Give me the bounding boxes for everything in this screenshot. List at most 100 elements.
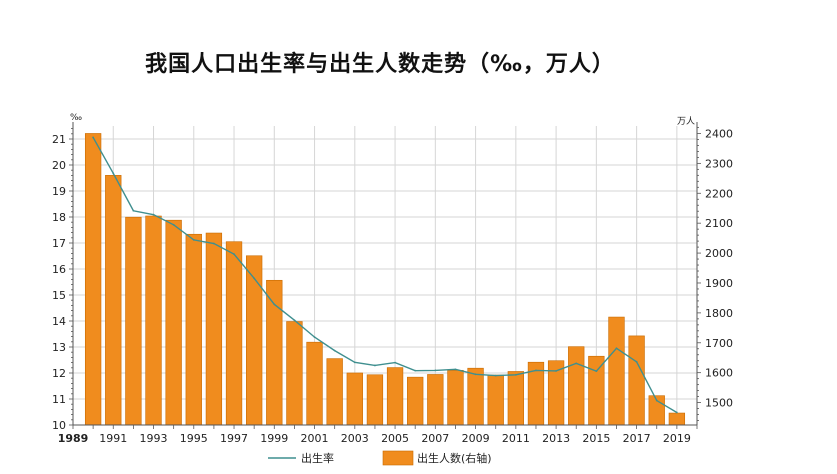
point-birth-rate-1990 — [92, 136, 95, 139]
left-axis-unit: ‰ — [70, 113, 82, 123]
bar-births-2009 — [467, 367, 484, 426]
x-tick-label: 1993 — [140, 432, 168, 445]
point-birth-rate-2007 — [434, 369, 437, 372]
point-birth-rate-1993 — [152, 213, 155, 216]
left-tick-label: 16 — [52, 263, 66, 276]
bar-births-2005 — [386, 367, 404, 426]
bar-births-2007 — [427, 374, 444, 426]
left-tick-label: 10 — [52, 419, 66, 432]
left-tick-label: 17 — [52, 237, 66, 250]
point-birth-rate-2002 — [333, 349, 336, 352]
bar-births-1996 — [205, 232, 223, 426]
point-birth-rate-2019 — [675, 411, 678, 414]
left-tick-label: 13 — [52, 341, 66, 354]
right-tick-label: 2100 — [705, 217, 733, 230]
x-tick-label: 2019 — [663, 432, 691, 445]
point-birth-rate-2013 — [555, 370, 557, 372]
point-birth-rate-2014 — [575, 362, 578, 365]
left-tick-label: 14 — [52, 315, 66, 328]
legend-label-births: 出生人数(右轴) — [417, 451, 492, 465]
point-birth-rate-1997 — [233, 253, 235, 256]
x-tick-label: 1999 — [260, 432, 288, 445]
legend-label-birth-rate: 出生率 — [301, 451, 334, 465]
point-birth-rate-2005 — [394, 361, 396, 364]
point-birth-rate-1991 — [112, 172, 115, 175]
left-tick-label: 21 — [52, 133, 66, 146]
point-birth-rate-1998 — [253, 277, 256, 280]
right-tick-label: 2000 — [705, 247, 733, 260]
bar-births-2017 — [628, 335, 645, 426]
x-tick-label: 1989 — [58, 432, 89, 445]
point-birth-rate-2012 — [535, 369, 537, 372]
right-tick-label: 2300 — [705, 157, 733, 170]
bar-births-1998 — [246, 255, 263, 426]
bar-births-1994 — [165, 219, 182, 426]
line-layer — [92, 136, 678, 414]
x-tick-label: 2007 — [421, 432, 449, 445]
x-tick-label: 1995 — [180, 432, 208, 445]
bar-births-2008 — [447, 369, 464, 426]
bar-births-1995 — [185, 233, 202, 426]
point-birth-rate-1994 — [172, 223, 175, 226]
point-birth-rate-2009 — [474, 373, 477, 376]
point-birth-rate-2015 — [595, 370, 598, 373]
bar-births-2000 — [286, 321, 303, 426]
right-tick-label: 1800 — [705, 307, 733, 320]
bar-births-1999 — [266, 279, 283, 426]
left-tick-label: 15 — [52, 289, 66, 302]
x-tick-label: 2001 — [301, 432, 329, 445]
bar-births-2010 — [487, 374, 504, 426]
x-tick-label: 2011 — [502, 432, 530, 445]
right-tick-label: 2200 — [705, 187, 733, 200]
point-birth-rate-1996 — [213, 242, 215, 245]
bar-births-1997 — [225, 241, 243, 426]
left-tick-label: 12 — [52, 367, 66, 380]
bar-births-2004 — [366, 374, 384, 426]
x-tick-label: 1991 — [99, 432, 127, 445]
bar-births-2006 — [407, 376, 424, 426]
x-tick-label: 2009 — [462, 432, 490, 445]
right-axis-unit: 万人 — [677, 116, 695, 127]
right-tick-label: 1500 — [705, 397, 733, 410]
point-birth-rate-2004 — [374, 364, 376, 367]
left-tick-label: 11 — [52, 393, 66, 406]
x-tick-label: 2005 — [381, 432, 409, 445]
point-birth-rate-1992 — [132, 209, 135, 212]
point-birth-rate-2017 — [635, 360, 638, 363]
bar-births-1990 — [84, 133, 102, 426]
point-birth-rate-2018 — [655, 399, 658, 402]
bar-births-2003 — [346, 372, 363, 426]
right-tick-label: 1600 — [705, 367, 733, 380]
x-tick-label: 1997 — [220, 432, 248, 445]
right-tick-label: 1900 — [705, 277, 733, 290]
legend-layer: 出生率 出生人数(右轴) — [268, 450, 492, 466]
left-tick-label: 20 — [52, 159, 66, 172]
x-tick-label: 2013 — [542, 432, 570, 445]
point-birth-rate-2000 — [293, 319, 296, 322]
point-birth-rate-1995 — [192, 238, 195, 241]
point-birth-rate-2008 — [454, 368, 457, 371]
chart-title: 我国人口出生率与出生人数走势（‰，万人） — [145, 52, 615, 77]
point-birth-rate-2010 — [494, 374, 497, 377]
left-tick-label: 19 — [52, 185, 66, 198]
bar-births-1992 — [125, 216, 142, 426]
bar-births-1991 — [105, 175, 122, 426]
point-birth-rate-1999 — [273, 303, 276, 306]
x-tick-label: 2003 — [341, 432, 369, 445]
point-birth-rate-2001 — [313, 336, 316, 339]
bar-births-2011 — [507, 371, 524, 426]
bar-births-2002 — [326, 358, 343, 426]
point-birth-rate-2003 — [353, 361, 356, 364]
axis-layer: 10 11 12 13 14 15 16 17 18 19 20 21 ‰ 1500 1600 1700 180… — [52, 113, 733, 445]
bar-births-2016 — [608, 316, 625, 426]
bar-births-2015 — [588, 355, 605, 426]
line-birth-rate — [92, 137, 678, 414]
right-tick-label: 2400 — [705, 127, 733, 140]
bar-births-2019 — [668, 412, 686, 426]
point-birth-rate-2011 — [514, 373, 517, 376]
x-tick-label: 2015 — [582, 432, 610, 445]
x-tick-label: 2017 — [623, 432, 651, 445]
bar-births-2014 — [568, 346, 585, 426]
bar-births-2001 — [306, 341, 323, 426]
